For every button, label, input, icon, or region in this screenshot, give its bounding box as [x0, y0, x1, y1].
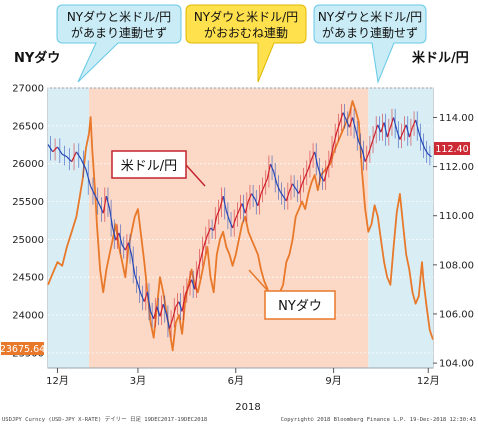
- label-fx-text: 米ドル/円: [121, 159, 177, 174]
- left-tick-4: 25000: [12, 235, 44, 246]
- left-tick-0: 27000: [12, 84, 44, 95]
- series-fx: [47, 103, 432, 338]
- left-tick-3: 25500: [12, 197, 44, 208]
- right-last-value-badge: 112.40: [434, 142, 470, 155]
- callout-right-line1: NYダウと米ドル/円: [318, 9, 422, 24]
- right-tick-1: 112.00: [439, 162, 474, 173]
- right-axis-ticks: 114.00 112.00 110.00 108.00 106.00 104.00: [433, 113, 474, 370]
- label-fx: 米ドル/円: [111, 150, 206, 187]
- callout-left-line1: NYダウと米ドル/円: [67, 9, 171, 24]
- x-axis-year: 2018: [235, 402, 260, 413]
- callout-left-line2: があまり連動せず: [71, 25, 167, 40]
- x-tick-2: 6月: [228, 375, 244, 387]
- callout-left: NYダウと米ドル/円 があまり連動せず: [56, 4, 182, 83]
- left-last-value-badge: 23675.64: [0, 342, 45, 355]
- right-tick-0: 114.00: [439, 113, 474, 124]
- right-axis-title: 米ドル/円: [412, 50, 469, 66]
- right-tick-3: 108.00: [439, 260, 474, 271]
- background-shading: [48, 88, 433, 368]
- x-tick-4: 12月: [417, 375, 440, 387]
- callout-right-line2: があまり連動せず: [322, 25, 418, 40]
- footer-left: USDJPY Curncy (USD-JPY X-RATE) デイリー 日足 1…: [2, 415, 207, 423]
- x-tick-3: 9月: [325, 375, 341, 387]
- x-tick-0: 12月: [46, 375, 69, 387]
- callout-center: NYダウと米ドル/円 がおおむね連動: [185, 4, 307, 83]
- left-tick-6: 24000: [12, 311, 44, 322]
- shade-band-2: [368, 88, 433, 368]
- x-tick-1: 3月: [130, 375, 146, 387]
- left-axis-ticks: 2700026500260002550025000245002400023500: [12, 84, 44, 360]
- callout-center-line2: がおおむね連動: [204, 25, 288, 40]
- right-last-value: 112.40: [435, 144, 468, 155]
- shade-band-1: [89, 88, 369, 368]
- left-tick-1: 26500: [12, 121, 44, 132]
- left-tick-2: 26000: [12, 159, 44, 170]
- right-tick-4: 106.00: [439, 309, 474, 320]
- callout-right: NYダウと米ドル/円 があまり連動せず: [313, 4, 427, 84]
- callout-center-line1: NYダウと米ドル/円: [194, 9, 298, 24]
- right-tick-5: 104.00: [439, 359, 474, 370]
- x-axis-ticks: 12月 3月 6月 9月 12月: [46, 368, 440, 387]
- label-dow: NYダウ: [248, 269, 336, 320]
- footer-right: Copyright© 2018 Bloomberg Finance L.P. 1…: [281, 417, 476, 423]
- label-dow-text: NYダウ: [278, 299, 322, 314]
- left-axis-title: NYダウ: [14, 50, 60, 66]
- shade-band-0: [48, 88, 90, 368]
- left-tick-5: 24500: [12, 273, 44, 284]
- series-layer: [47, 100, 434, 352]
- left-last-value: 23675.64: [0, 344, 45, 355]
- right-tick-2: 110.00: [439, 211, 474, 222]
